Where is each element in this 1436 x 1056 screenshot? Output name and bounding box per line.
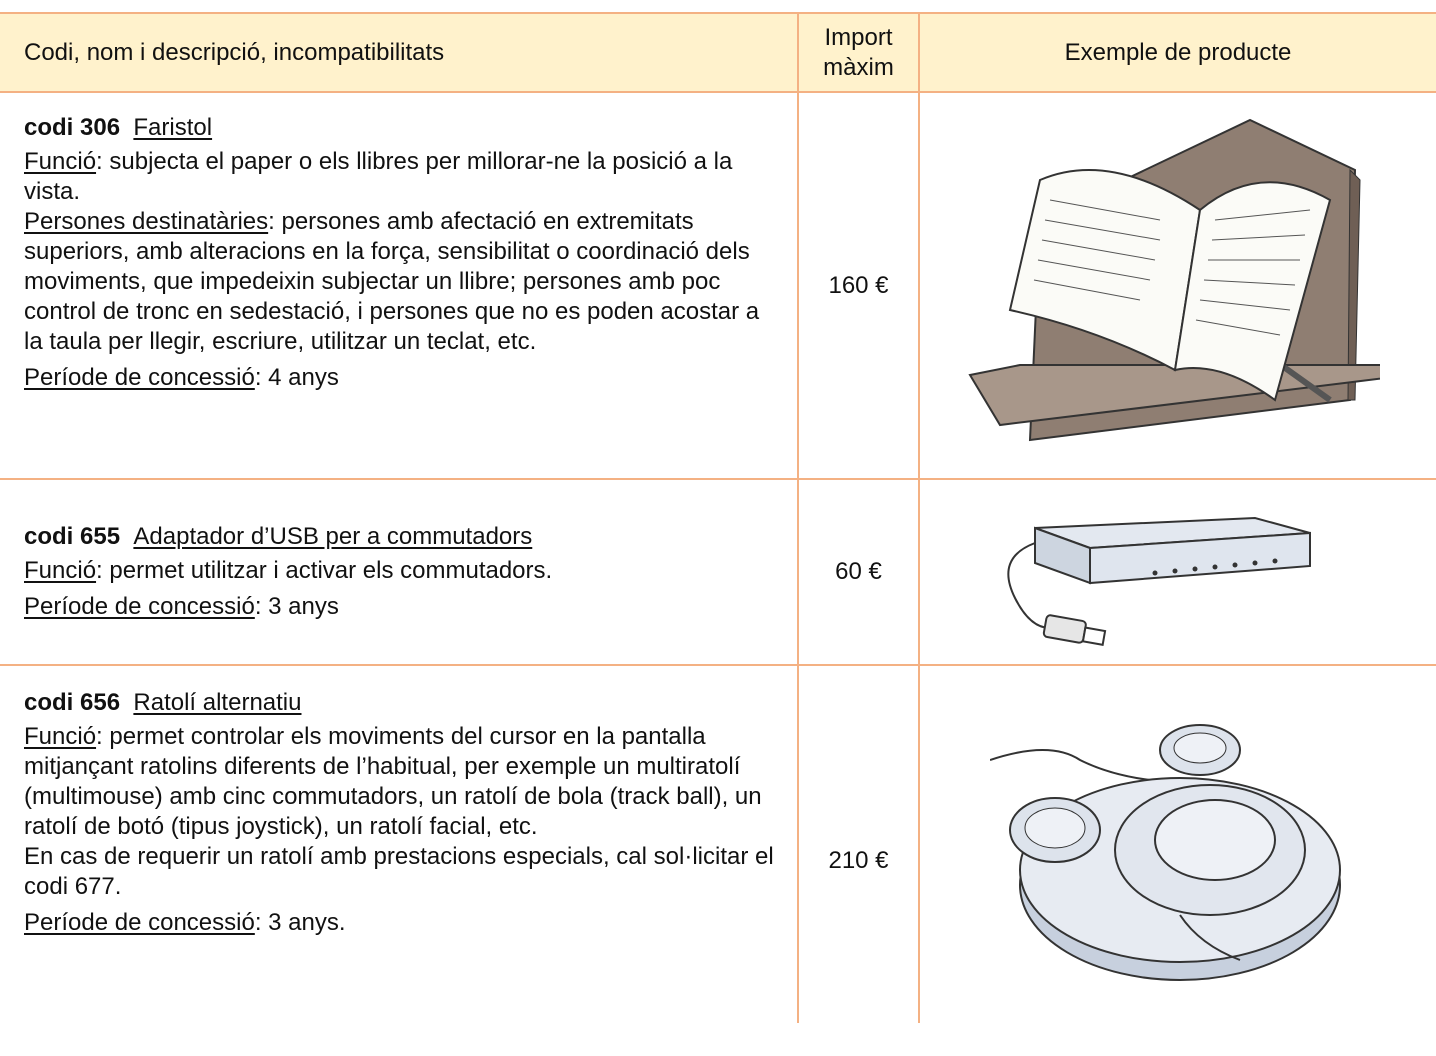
item-code: codi 656 (24, 689, 121, 716)
item-code: codi 655 (24, 523, 121, 550)
paragraph-label: Funció (24, 557, 97, 584)
item-code: codi 306 (24, 114, 121, 141)
amount: 210 € (828, 847, 889, 874)
page: Codi, nom i descripció, incompatibilitat… (0, 12, 1436, 1026)
paragraph: Funció: subjecta el paper o els llibres … (24, 147, 775, 207)
item-title: codi 306 Faristol (24, 113, 775, 143)
header-text: Import màxim (823, 24, 894, 81)
item-name: Ratolí alternatiu (133, 689, 302, 716)
header-cell: Codi, nom i descripció, incompatibilitat… (0, 14, 797, 92)
period: Període de concessió: 3 anys. (24, 908, 775, 938)
amount: 60 € (835, 558, 882, 585)
header-text: Exemple de producte (1064, 39, 1292, 66)
paragraph: Persones destinatàries: persones amb afe… (24, 207, 775, 357)
paragraph-label: Persones destinatàries (24, 208, 269, 235)
rule (797, 12, 799, 1023)
rule (918, 12, 920, 1023)
description-cell: codi 656 Ratolí alternatiu Funció: permet… (0, 666, 797, 1026)
paragraph-text: : persones amb afectació en extremitats … (24, 208, 760, 355)
description-cell: codi 306 Faristol Funció: subjecta el pap… (0, 93, 797, 478)
amount: 160 € (828, 271, 889, 299)
amount-cell: 210 € (799, 666, 918, 1056)
rule (0, 12, 1436, 14)
rule (0, 664, 1436, 666)
book-stand-illustration (968, 118, 1380, 442)
paragraph-text: En cas de requerir un ratolí amb prestac… (24, 843, 774, 900)
description-cell: codi 655 Adaptador d’USB per a commutado… (0, 480, 797, 664)
period-label: Període de concessió (24, 593, 255, 620)
amount-cell: 60 € (799, 480, 918, 664)
rule (0, 91, 1436, 93)
period: Període de concessió: 4 anys (24, 363, 775, 393)
period-text: : 4 anys (254, 364, 339, 391)
paragraph: En cas de requerir un ratolí amb prestac… (24, 842, 775, 902)
paragraph-label: Funció (24, 723, 97, 750)
period-label: Període de concessió (24, 364, 255, 391)
period: Període de concessió: 3 anys (24, 592, 775, 622)
rule (0, 478, 1436, 480)
mouse-illustration (990, 724, 1341, 981)
paragraph-text: : permet controlar els moviments del cur… (24, 723, 762, 840)
item-name: Adaptador d’USB per a commutadors (133, 523, 533, 550)
item-title: codi 656 Ratolí alternatiu (24, 688, 775, 718)
paragraph: Funció: permet utilitzar i activar els c… (24, 556, 775, 586)
header-text: Codi, nom i descripció, incompatibilitat… (24, 39, 445, 66)
period-label: Període de concessió (24, 909, 255, 936)
period-text: : 3 anys (254, 593, 339, 620)
amount-cell: 160 € (799, 93, 918, 478)
paragraph-text: : subjecta el paper o els llibres per mi… (24, 148, 733, 205)
item-name: Faristol (133, 114, 213, 141)
paragraph: Funció: permet controlar els moviments d… (24, 722, 775, 842)
period-text: : 3 anys. (254, 909, 346, 936)
paragraph-text: : permet utilitzar i activar els commuta… (96, 557, 553, 584)
header-cell: Exemple de producte (920, 14, 1436, 92)
item-title: codi 655 Adaptador d’USB per a commutado… (24, 522, 775, 552)
usb-adapter-illustration (1007, 516, 1311, 646)
paragraph-label: Funció (24, 148, 97, 175)
header-cell: Import màxim (799, 14, 918, 92)
